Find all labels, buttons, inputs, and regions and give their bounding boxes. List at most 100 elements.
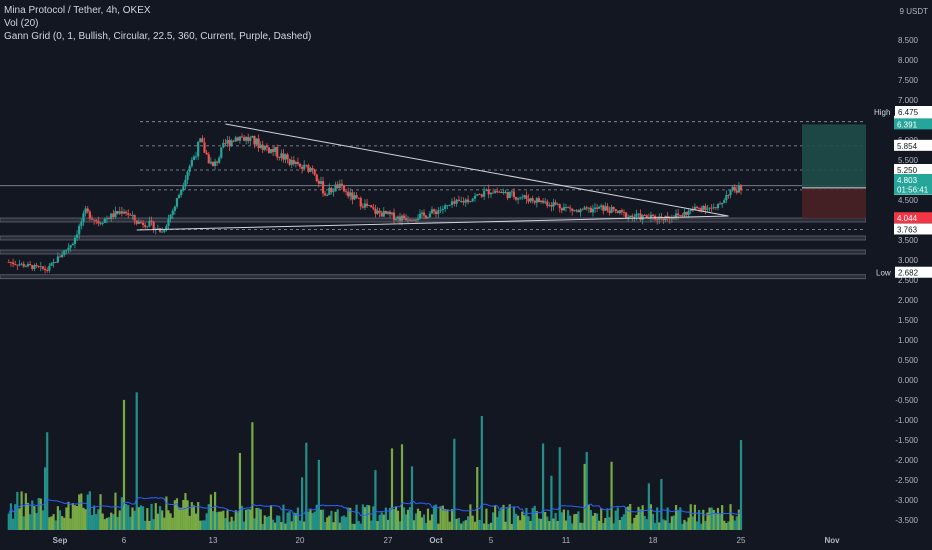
candle — [298, 163, 302, 167]
volume-bar — [412, 520, 416, 530]
candle — [9, 262, 13, 263]
volume-bar — [629, 504, 632, 530]
candle — [635, 213, 638, 217]
volume-bar — [65, 507, 68, 530]
volume-bar — [259, 509, 262, 530]
candle — [80, 222, 83, 226]
candle — [71, 243, 74, 246]
candle — [434, 211, 438, 215]
volume-bar — [154, 503, 157, 530]
volume-bar — [114, 492, 117, 530]
volume-bar — [624, 507, 628, 530]
candle — [340, 183, 344, 186]
candle — [462, 200, 465, 203]
candle — [428, 213, 432, 218]
volume-bar — [54, 520, 57, 530]
candle — [378, 210, 381, 213]
volume-bar — [43, 467, 47, 530]
volume-legend[interactable]: Vol (20) — [4, 18, 39, 29]
volume-bar — [577, 511, 580, 530]
candle — [65, 249, 68, 251]
volume-bar — [332, 522, 335, 530]
candle — [359, 198, 362, 207]
candle — [180, 189, 183, 195]
volume-bar — [267, 516, 271, 530]
symbol-legend[interactable]: Mina Protocol / Tether, 4h, OKEX — [4, 5, 151, 16]
volume-bar — [606, 508, 609, 530]
volume-bar — [48, 517, 51, 530]
volume-bar — [242, 521, 246, 530]
candle — [460, 200, 463, 202]
volume-bar — [18, 508, 21, 530]
volume-bar — [575, 513, 578, 530]
candle — [457, 199, 461, 202]
volume-bar — [99, 494, 102, 530]
volume-bar — [579, 522, 582, 530]
candle — [249, 137, 252, 141]
volume-bar — [169, 513, 172, 530]
candle — [220, 147, 223, 158]
volume-bar — [73, 505, 77, 530]
volume-bar — [253, 518, 256, 530]
candle — [120, 211, 123, 214]
volume-bar — [14, 504, 17, 530]
volume-bar — [587, 504, 590, 530]
candle — [125, 211, 128, 214]
volume-bar — [689, 504, 692, 530]
volume-bar — [616, 507, 619, 530]
volume-bar — [84, 509, 87, 530]
volume-bar — [539, 518, 543, 530]
volume-bar — [651, 513, 655, 530]
candle — [432, 209, 436, 212]
volume-bar — [697, 509, 701, 530]
candle — [330, 187, 333, 193]
volume-bar — [464, 520, 467, 530]
volume-bar — [165, 496, 168, 530]
volume-bar — [618, 519, 621, 530]
candle — [631, 215, 634, 218]
volume-bar — [93, 505, 96, 530]
candle — [496, 191, 499, 192]
candle — [319, 181, 323, 184]
volume-bar — [552, 518, 555, 530]
chart-legend: Mina Protocol / Tether, 4h, OKEX Vol (20… — [4, 4, 311, 43]
candle — [276, 147, 279, 158]
volume-bar — [340, 516, 344, 530]
candle — [487, 189, 490, 195]
candle — [550, 204, 553, 207]
candle — [238, 136, 242, 141]
candle — [29, 264, 32, 266]
volume-bar — [498, 510, 501, 530]
volume-bar — [9, 503, 13, 530]
candle — [349, 192, 352, 197]
volume-bar — [380, 512, 383, 530]
candle — [203, 142, 206, 153]
candle — [439, 210, 442, 211]
candle — [677, 213, 680, 216]
candle — [224, 142, 227, 144]
candle — [372, 207, 375, 209]
volume-bar — [129, 516, 132, 530]
candle — [700, 208, 703, 211]
candle — [205, 152, 208, 155]
candle — [370, 205, 373, 208]
volume-bar — [487, 523, 490, 530]
volume-bar — [455, 518, 458, 530]
candle — [169, 214, 172, 219]
volume-bar — [608, 517, 611, 530]
price-axis-currency: 9 USDT — [900, 7, 929, 16]
candle — [693, 206, 697, 211]
candle — [571, 208, 574, 211]
volume-bar — [394, 506, 398, 530]
candle — [710, 207, 713, 209]
candle — [88, 211, 91, 219]
candle — [614, 209, 617, 212]
volume-bar — [649, 504, 653, 530]
volume-bar — [280, 522, 283, 530]
volume-bar — [90, 514, 94, 530]
candle — [589, 207, 592, 213]
volume-bar — [317, 459, 320, 530]
gann-grid-legend[interactable]: Gann Grid (0, 1, Bullish, Circular, 22.5… — [4, 31, 312, 42]
volume-bar — [544, 512, 547, 530]
